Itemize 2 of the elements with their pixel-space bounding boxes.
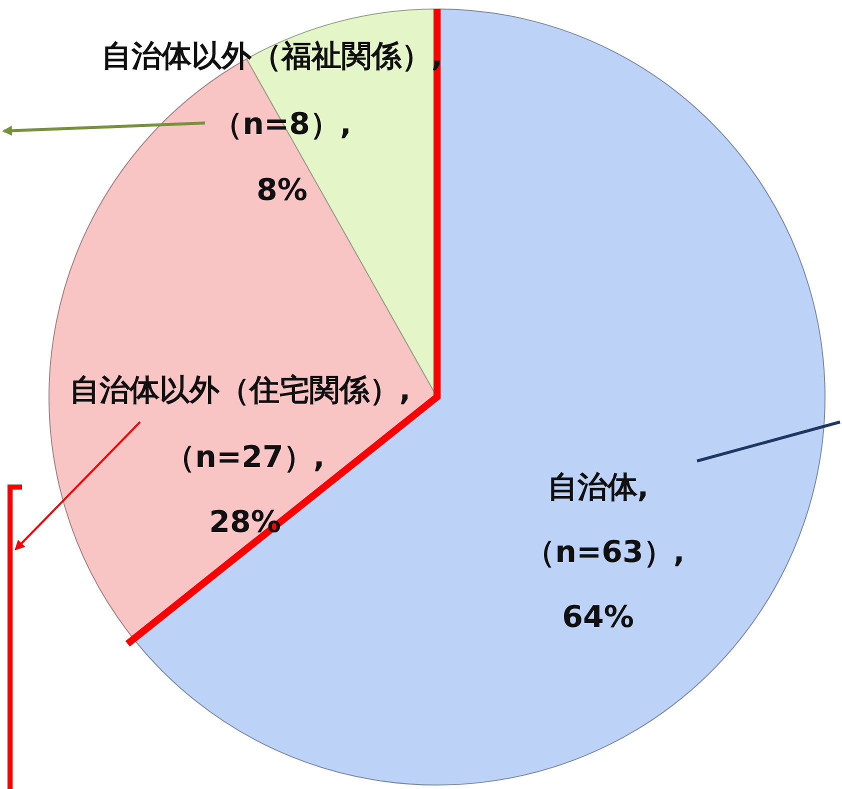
slice-label: 自治体, （n=63）, 64% (525, 470, 685, 635)
slice-label: 自治体以外（住宅関係）, （n=27）, 28% (69, 373, 411, 540)
